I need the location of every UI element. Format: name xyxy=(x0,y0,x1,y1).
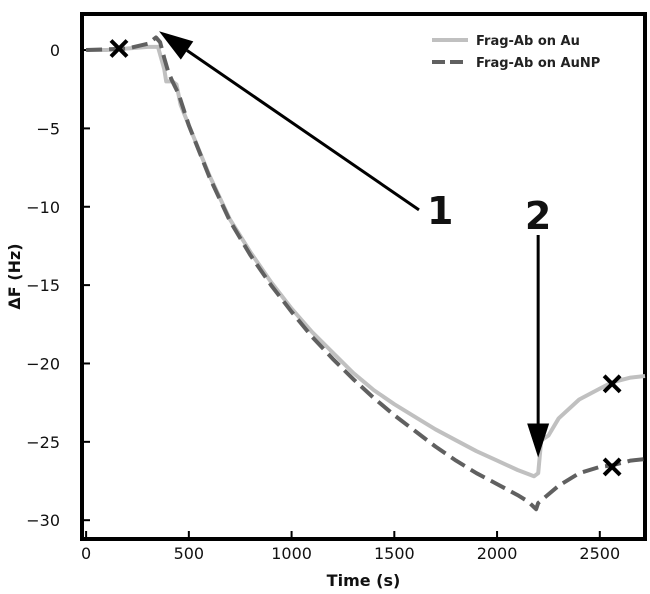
legend-label-au: Frag-Ab on Au xyxy=(476,34,580,49)
y-tick-label: −25 xyxy=(26,433,60,452)
x-tick-label: 500 xyxy=(174,544,205,563)
y-tick-label: −30 xyxy=(26,511,60,530)
legend-label-aunp: Frag-Ab on AuNP xyxy=(476,56,600,71)
x-tick-label: 2500 xyxy=(579,544,620,563)
series-line-0 xyxy=(86,44,646,479)
y-axis-title: ΔF (Hz) xyxy=(5,243,24,309)
series-lines xyxy=(86,35,646,512)
annotation-label: 2 xyxy=(525,194,551,238)
axes xyxy=(80,12,647,541)
legend: Frag-Ab on Au Frag-Ab on AuNP xyxy=(432,34,600,71)
y-tick-label: −5 xyxy=(36,119,60,138)
cross-markers xyxy=(109,39,622,477)
cross-marker xyxy=(109,39,129,58)
annotation-arrow-shaft xyxy=(186,49,420,212)
x-tick-label: 1000 xyxy=(271,544,312,563)
annotation-label: 1 xyxy=(427,189,453,233)
plot-frame xyxy=(80,12,647,541)
annotation-arrow-head xyxy=(527,423,550,458)
x-tick-label: 1500 xyxy=(374,544,415,563)
x-tick-label: 2000 xyxy=(477,544,518,563)
y-tick-label: −15 xyxy=(26,276,60,295)
cross-marker xyxy=(602,457,622,477)
y-axis-ticks: 0 −5 −10 −15 −20 −25 −30 xyxy=(26,41,90,530)
series-line-1 xyxy=(86,35,646,512)
y-tick-label: −20 xyxy=(26,354,60,373)
y-tick-label: 0 xyxy=(50,41,60,60)
x-axis-ticks: 0 500 1000 1500 2000 2500 xyxy=(81,531,620,563)
y-tick-label: −10 xyxy=(26,198,60,217)
x-tick-label: 0 xyxy=(81,544,91,563)
annotation-arrow-head xyxy=(159,31,194,60)
cross-marker xyxy=(602,374,622,394)
x-axis-title: Time (s) xyxy=(327,571,401,590)
